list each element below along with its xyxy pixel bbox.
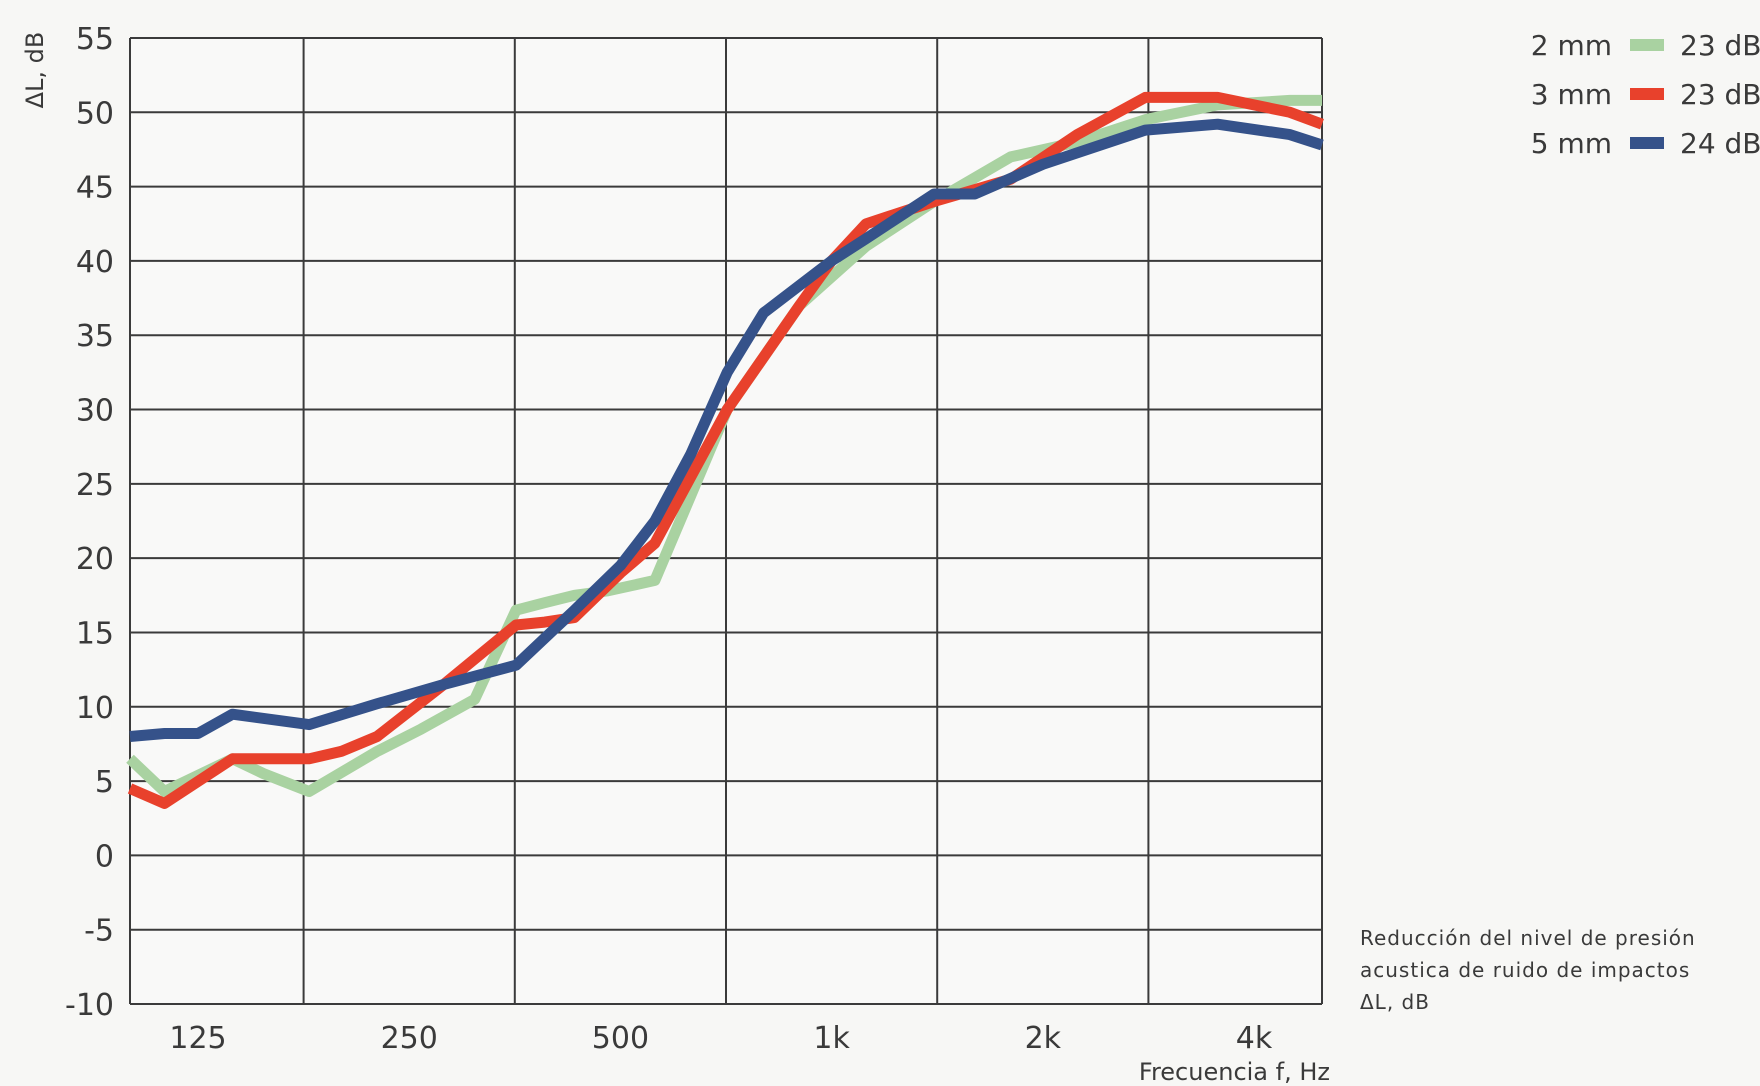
y-tick-label: 30 (76, 394, 114, 429)
y-tick-label: 0 (95, 839, 114, 874)
annotation-line-1: Reducción del nivel de presión (1360, 926, 1696, 950)
grid-lines (129, 37, 1323, 1005)
series-line-5mm (129, 118, 1324, 742)
legend-swatch-3mm (1630, 88, 1664, 100)
legend-swatch-5mm (1630, 137, 1664, 149)
y-tick-label: 45 (76, 171, 114, 206)
legend-swatch-2mm (1630, 39, 1664, 51)
x-tick-label: 500 (592, 1021, 649, 1056)
y-tick-label: 40 (76, 245, 114, 280)
legend-label-3mm: 3 mm (1531, 78, 1612, 111)
annotation-line-3: ΔL, dB (1360, 990, 1430, 1014)
x-tick-label: 2k (1025, 1021, 1062, 1056)
legend: 2 mm 23 dB 3 mm 23 dB 5 mm 24 dB (1531, 29, 1760, 160)
y-tick-label: 50 (76, 96, 114, 131)
series-lines (126, 91, 1324, 809)
x-tick-labels: 125 250 500 1k 2k 4k (169, 1021, 1273, 1056)
y-tick-label: 15 (76, 616, 114, 651)
legend-rating-3mm: 23 dB (1680, 78, 1760, 111)
y-tick-label: 20 (76, 542, 114, 577)
x-tick-label: 1k (813, 1021, 850, 1056)
annotation-line-2: acustica de ruido de impactos (1360, 958, 1690, 982)
legend-label-5mm: 5 mm (1531, 127, 1612, 160)
y-tick-labels: -10 -5 0 5 10 15 20 25 30 35 40 45 50 55 (65, 22, 114, 1023)
legend-label-2mm: 2 mm (1531, 29, 1612, 62)
y-tick-label: -5 (84, 914, 114, 949)
legend-rating-5mm: 24 dB (1680, 127, 1760, 160)
x-tick-label: 4k (1236, 1021, 1273, 1056)
y-axis-title: ΔL, dB (21, 32, 49, 109)
y-tick-label: -10 (65, 988, 114, 1023)
series-line-3mm (127, 91, 1324, 809)
y-tick-label: 35 (76, 319, 114, 354)
legend-rating-2mm: 23 dB (1680, 29, 1760, 62)
annotation-caption: Reducción del nivel de presión acustica … (1360, 926, 1696, 1014)
y-tick-label: 55 (76, 22, 114, 57)
y-tick-label: 25 (76, 468, 114, 503)
y-tick-label: 10 (76, 691, 114, 726)
x-axis-title: Frecuencia f, Hz (1139, 1058, 1330, 1086)
y-tick-label: 5 (95, 765, 114, 800)
x-tick-label: 250 (381, 1021, 438, 1056)
x-tick-label: 125 (169, 1021, 226, 1056)
